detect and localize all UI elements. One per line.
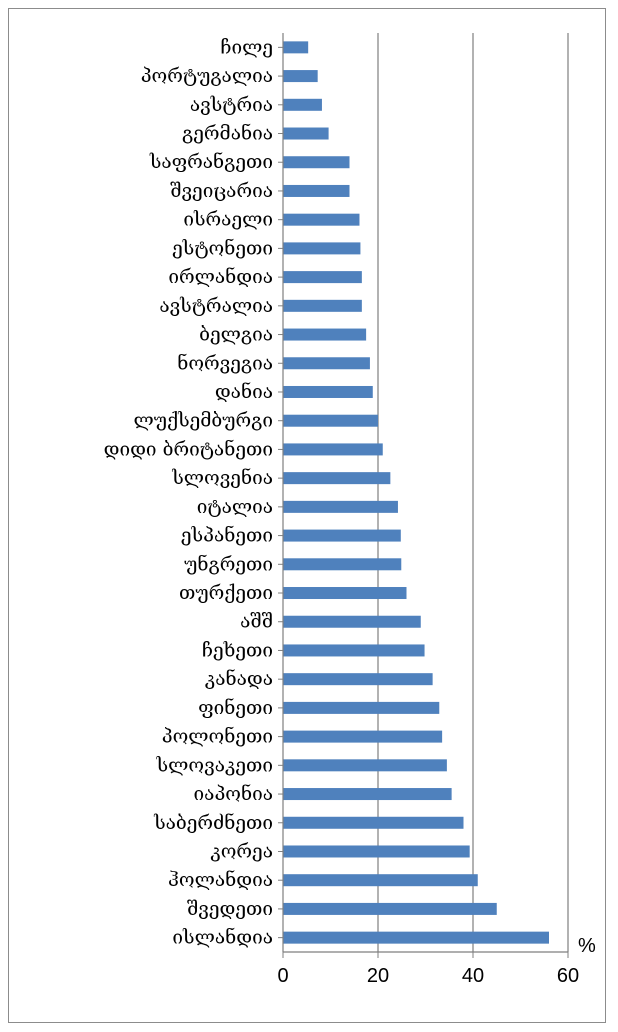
category-label: კანადა <box>205 668 273 690</box>
category-label: ლუქსემბურგი <box>133 410 273 432</box>
unit-label: % <box>578 935 596 957</box>
category-label: შვედეთი <box>187 898 273 920</box>
category-labels: ჩილე პორტუგალია ავსტრია გერმანია საფრანგეთი შ… <box>104 36 273 948</box>
bar-0 <box>283 41 309 54</box>
bar-14 <box>283 443 383 456</box>
bar-13 <box>283 414 378 427</box>
category-label: უნგრეთი <box>184 553 273 575</box>
category-label: ესტონეთი <box>172 237 273 259</box>
category-label: საფრანგეთი <box>149 151 273 173</box>
bar-1 <box>283 70 318 83</box>
chart-area: ჩილე პორტუგალია ავსტრია გერმანია საფრანგეთი შ… <box>8 8 606 1023</box>
grid-lines <box>377 33 569 952</box>
bar-24 <box>283 730 443 743</box>
bar-4 <box>283 156 350 169</box>
bar-29 <box>283 874 478 887</box>
category-label: პორტუგალია <box>141 65 273 87</box>
bar-5 <box>283 184 350 197</box>
category-label: საბერძნეთი <box>153 812 273 834</box>
bar-25 <box>283 759 447 772</box>
category-label: კორეა <box>210 840 273 862</box>
category-label: პოლონეთი <box>162 726 273 748</box>
category-label: დიდი ბრიტანეთი <box>104 438 273 460</box>
bar-31 <box>283 931 549 944</box>
bar-30 <box>283 902 497 915</box>
bar-2 <box>283 98 322 111</box>
tick-label-20: 20 <box>367 965 389 987</box>
category-label: ჩეხეთი <box>202 639 273 661</box>
category-label: თურქეთი <box>179 582 273 604</box>
bar-11 <box>283 357 370 370</box>
bar-15 <box>283 472 391 485</box>
category-label: იტალია <box>197 496 273 518</box>
bar-6 <box>283 213 360 226</box>
category-label: შვეიცარია <box>170 180 273 202</box>
category-label: ავსტრალია <box>159 295 273 317</box>
chart-svg: ჩილე პორტუგალია ავსტრია გერმანია საფრანგეთი შ… <box>104 33 596 987</box>
bar-3 <box>283 127 329 140</box>
bar-16 <box>283 500 398 513</box>
bar-21 <box>283 644 425 657</box>
bars <box>283 41 549 944</box>
tick-label-60: 60 <box>557 965 579 987</box>
category-label: ბელგია <box>199 324 273 346</box>
category-label: დანია <box>215 381 273 403</box>
bar-26 <box>283 788 452 801</box>
category-label: იაპონია <box>194 783 273 805</box>
bar-7 <box>283 242 361 255</box>
category-label: ისრაელი <box>183 209 273 231</box>
bar-23 <box>283 701 440 714</box>
bar-19 <box>283 587 407 600</box>
category-label: ესპანეთი <box>181 525 273 547</box>
bar-22 <box>283 673 433 686</box>
bar-28 <box>283 845 470 858</box>
bar-12 <box>283 385 373 398</box>
category-label: აშშ <box>240 611 273 633</box>
category-label: ისლანდია <box>172 927 273 949</box>
bar-10 <box>283 328 367 341</box>
category-label: გერმანია <box>182 123 273 145</box>
category-label: ჰოლანდია <box>168 869 273 891</box>
category-label: ავსტრია <box>190 94 273 116</box>
category-label: ირლანდია <box>168 266 273 288</box>
tick-labels: 0 20 40 60 <box>277 965 579 987</box>
bar-17 <box>283 529 401 542</box>
category-label: ფინეთი <box>198 697 273 719</box>
tick-label-40: 40 <box>462 965 484 987</box>
axes <box>278 33 569 958</box>
category-label: ნორვეგია <box>177 352 273 374</box>
bar-27 <box>283 816 464 829</box>
tick-label-0: 0 <box>277 965 288 987</box>
bar-9 <box>283 299 362 312</box>
bar-18 <box>283 558 402 571</box>
bar-8 <box>283 271 362 284</box>
category-label: სლოვაკეთი <box>156 754 273 776</box>
category-label: ჩილე <box>220 36 273 58</box>
category-label: სლოვენია <box>171 467 273 489</box>
bar-20 <box>283 615 421 628</box>
